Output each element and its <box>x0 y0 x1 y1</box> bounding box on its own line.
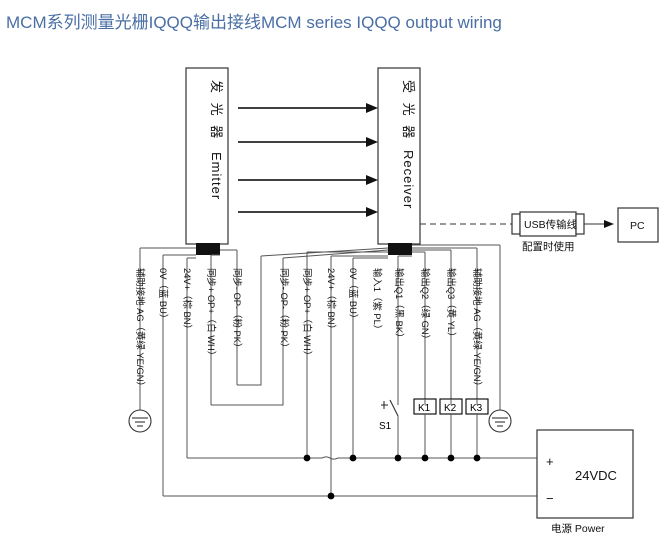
wire-label-24v-right: 24V+（棕 BN） <box>326 268 337 334</box>
usb-cable-label: USB传输线 <box>524 218 578 231</box>
receiver-wire-labels: 同步- OP-（粉 PK） 同步+ OP+（白 WH） 24V+（棕 BN） 0… <box>279 268 483 391</box>
ground-symbol-left <box>128 409 152 433</box>
switch-s1-label: S1 <box>379 421 392 432</box>
wire-label-q1: 输出Q1（黑 BK） <box>394 268 405 343</box>
wire-label-ag-left: 辅助接地 AG（黄绿 YE/GN） <box>135 268 146 391</box>
ground-symbol-right <box>488 409 512 433</box>
receiver-label-en: Receiver <box>401 150 416 209</box>
power-voltage: 24VDC <box>575 468 617 483</box>
receiver-label-cn: 受 光 器 <box>401 80 416 141</box>
wire-label-ag-right: 辅助接地 AG（黄绿 YE/GN） <box>472 268 483 391</box>
receiver-connector <box>388 243 412 255</box>
relay-k1-label: K1 <box>418 403 431 414</box>
power-plus-sign: + <box>546 454 554 469</box>
power-supply: + − 24VDC 电源 Power <box>536 429 634 535</box>
relay-k2-label: K2 <box>444 403 457 414</box>
emitter-connector <box>196 243 220 255</box>
usb-note: 配置时使用 <box>522 240 575 253</box>
power-minus-sign: − <box>546 491 554 506</box>
relay-k3-label: K3 <box>470 403 483 414</box>
wire-label-0v-right: 0V（蓝 BU） <box>348 268 359 323</box>
wire-label-0v-left: 0V（蓝 BU） <box>158 268 169 323</box>
emitter-label-en: Emitter <box>209 152 224 200</box>
switch-s1[interactable]: S1 <box>379 399 399 432</box>
power-bus-negative <box>163 462 537 500</box>
wire-label-q3: 输出Q3（黄 YL） <box>446 268 457 341</box>
wire-label-sync-p-left: 同步+ OP+（白 WH） <box>206 268 217 360</box>
receiver-harness <box>306 244 501 496</box>
emitter-harness <box>139 247 238 496</box>
pc-label: PC <box>630 220 645 232</box>
wire-label-q2: 输出Q2（绿 GN） <box>420 268 431 344</box>
power-bus-positive <box>187 399 537 462</box>
wire-label-sync-n-right: 同步- OP-（粉 PK） <box>279 268 290 352</box>
wire-label-24v-left: 24V+（棕 BN） <box>182 268 193 334</box>
emitter-label-cn: 发 光 器 <box>209 80 224 141</box>
page-title: MCM系列测量光栅IQQQ输出接线MCM series IQQQ output … <box>6 13 502 32</box>
usb-link: USB传输线 配置时使用 <box>420 211 614 253</box>
receiver-device: 受 光 器 Receiver <box>377 67 421 245</box>
emitter-device: 发 光 器 Emitter <box>185 67 229 245</box>
light-beam-arrows <box>238 103 378 217</box>
pc-device: PC <box>617 207 659 243</box>
wire-label-in1: 输入1（紫 PL） <box>372 268 383 334</box>
power-supply-label: 电源 Power <box>551 522 605 535</box>
wire-label-sync-n-left: 同步- OP-（粉 PK） <box>232 268 243 352</box>
emitter-wire-labels: 辅助接地 AG（黄绿 YE/GN） 0V（蓝 BU） 24V+（棕 BN） 同步… <box>135 268 243 391</box>
wire-label-sync-p-right: 同步+ OP+（白 WH） <box>302 268 313 360</box>
